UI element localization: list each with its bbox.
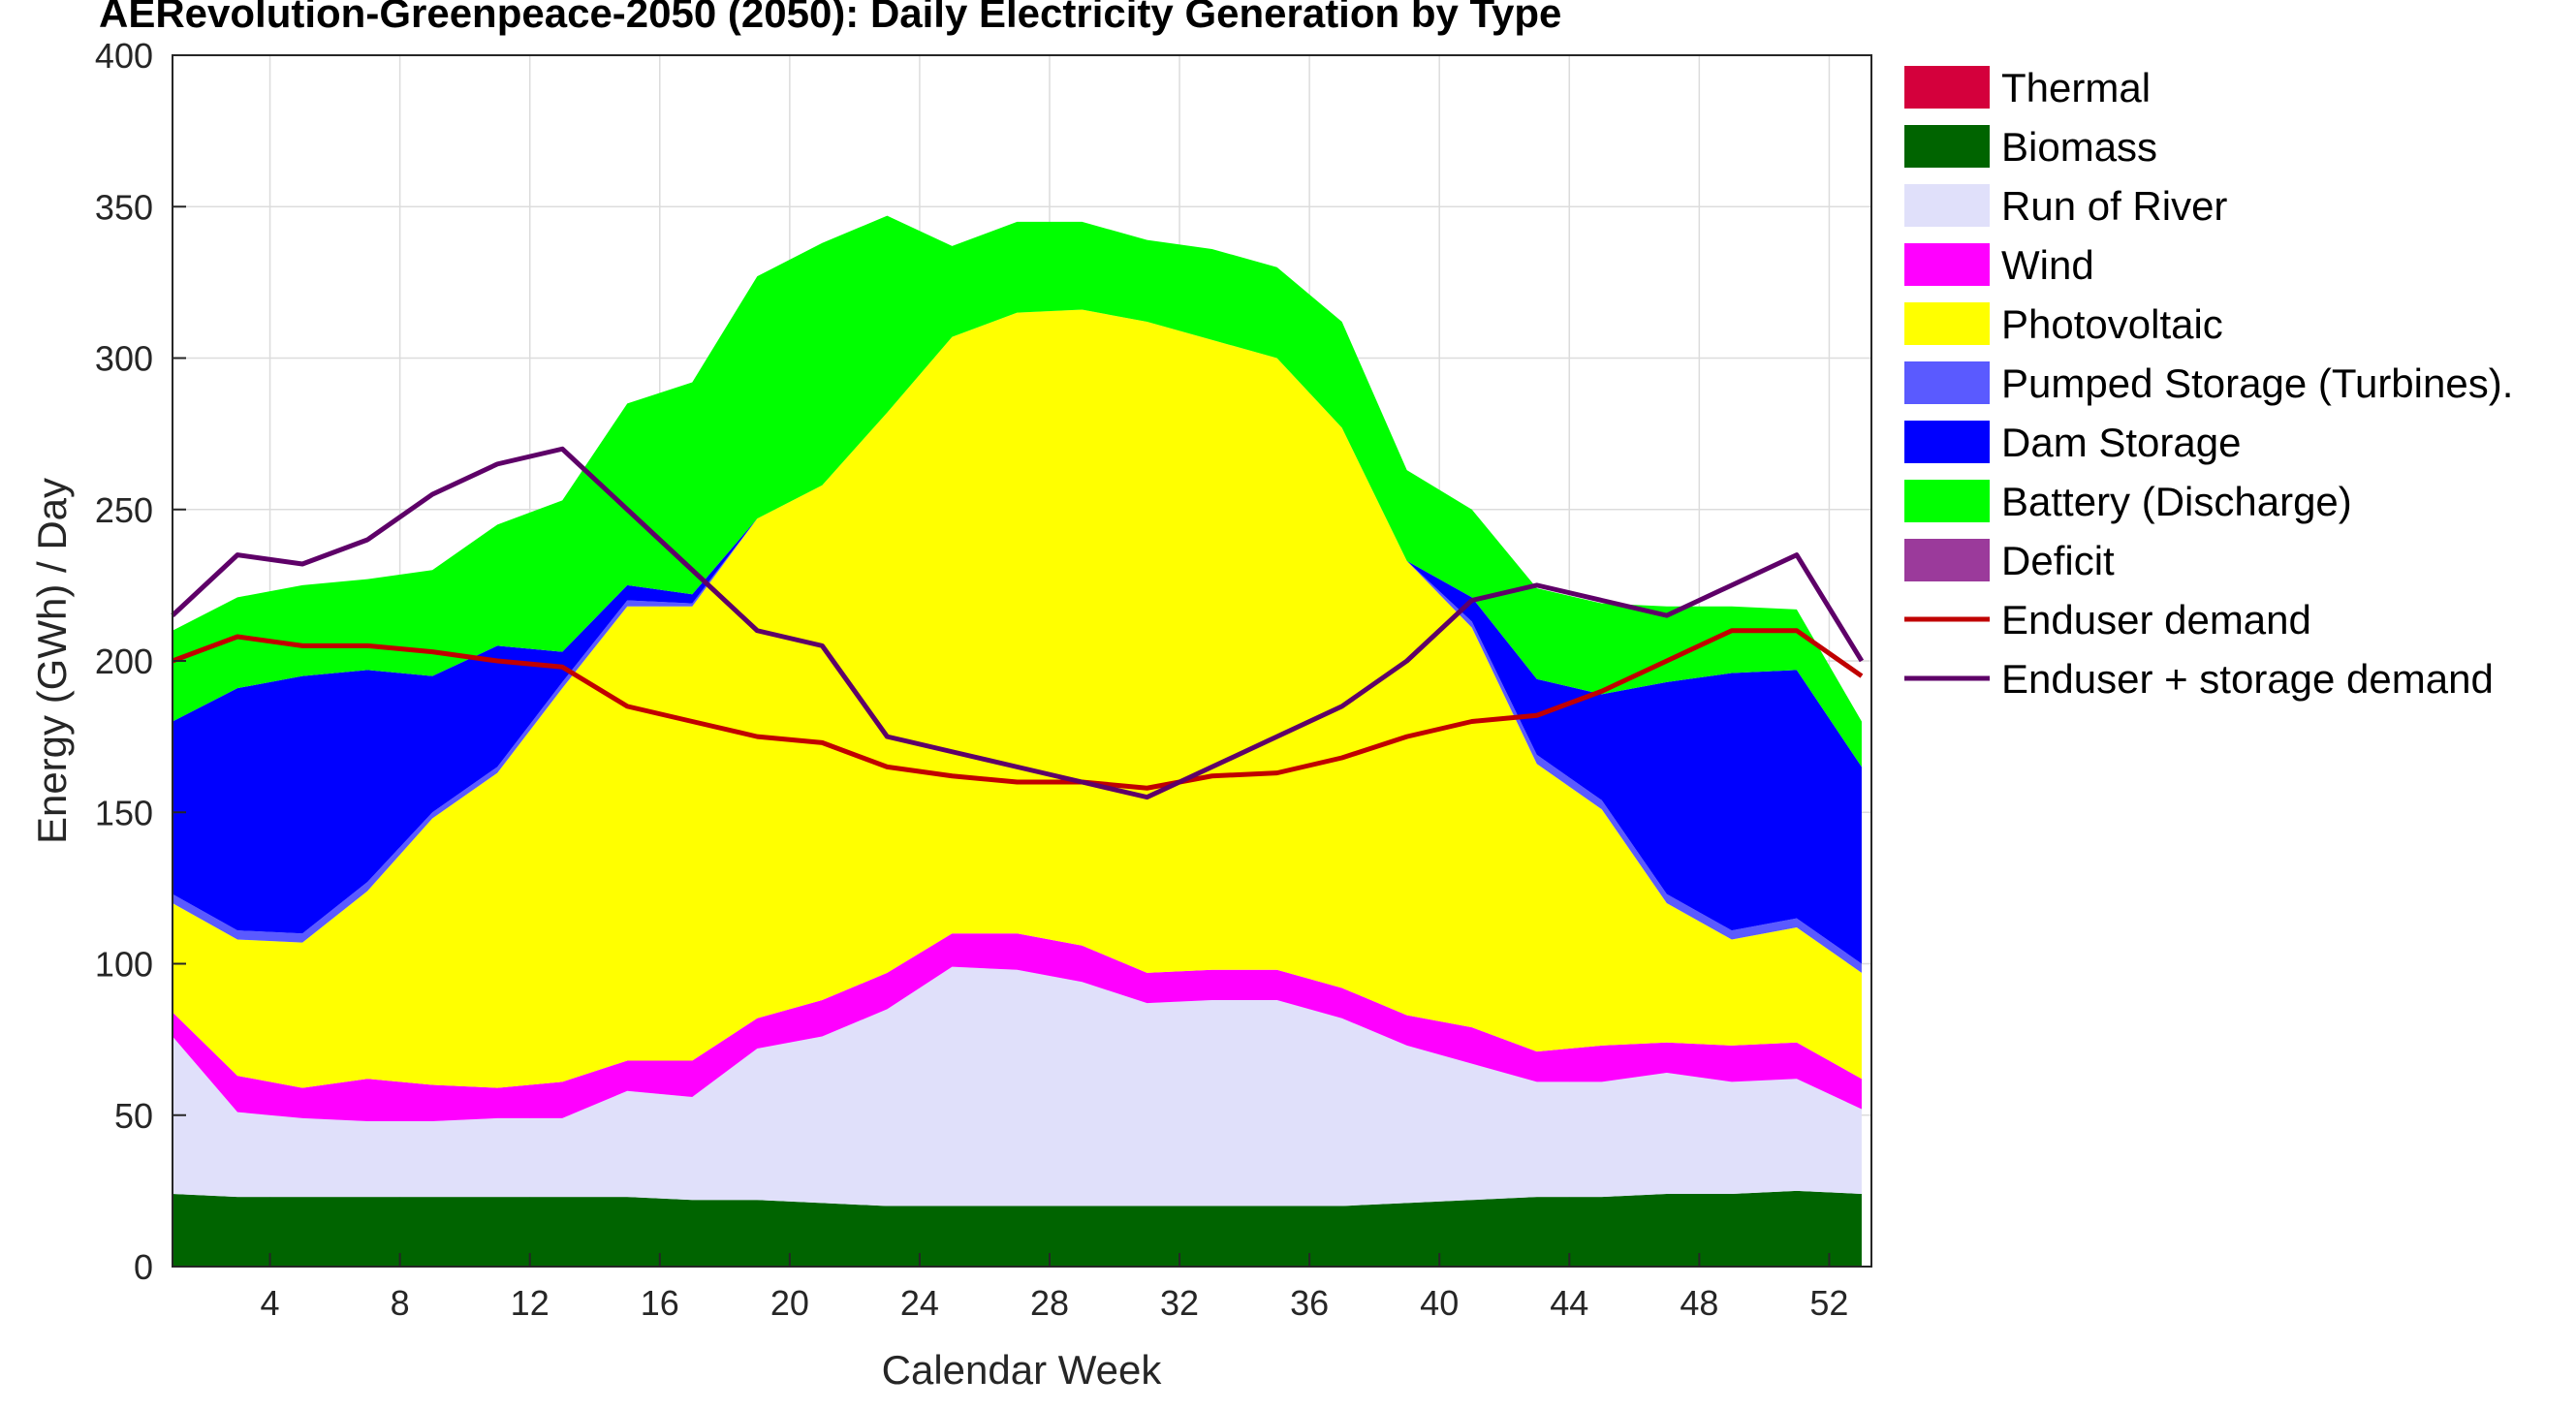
y-tick-label: 100 xyxy=(95,945,153,985)
y-axis-label: Energy (GWh) / Day xyxy=(29,478,75,844)
x-tick-label: 32 xyxy=(1160,1283,1199,1323)
series-areas xyxy=(173,215,1862,1267)
x-tick-label: 28 xyxy=(1030,1283,1069,1323)
legend-swatch-pumped-storage-turbines xyxy=(1904,361,1990,404)
legend-swatch-battery-discharge xyxy=(1904,480,1990,522)
legend-label-wind: Wind xyxy=(2001,242,2094,288)
area-wind xyxy=(173,933,1862,1121)
line-enduser-demand xyxy=(172,628,1864,791)
x-tick-label: 4 xyxy=(261,1283,280,1323)
x-tick-label: 24 xyxy=(900,1283,939,1323)
x-tick-label: 36 xyxy=(1290,1283,1329,1323)
x-tick-label: 48 xyxy=(1680,1283,1718,1323)
legend-label-pumped-storage-turbines: Pumped Storage (Turbines). xyxy=(2001,360,2513,406)
area-pumped-storage-turbines xyxy=(173,309,1862,973)
area-photovoltaic xyxy=(173,309,1862,1088)
x-tick-label: 16 xyxy=(641,1283,679,1323)
legend-swatch-run-of-river xyxy=(1904,184,1990,227)
legend-label-enduser-demand: Enduser demand xyxy=(2001,597,2311,642)
y-tick-label: 250 xyxy=(95,490,153,530)
legend-swatch-wind xyxy=(1904,243,1990,286)
y-tick-label: 300 xyxy=(95,339,153,379)
chart-title: AERevolution-Greenpeace-2050 (2050): Dai… xyxy=(99,0,1561,36)
series-lines xyxy=(171,446,1865,800)
legend-label-photovoltaic: Photovoltaic xyxy=(2001,301,2223,347)
x-tick-label: 12 xyxy=(511,1283,550,1323)
y-tick-label: 0 xyxy=(134,1247,153,1287)
x-tick-label: 52 xyxy=(1809,1283,1848,1323)
legend-swatch-thermal xyxy=(1904,66,1990,109)
area-biomass xyxy=(173,1190,1862,1267)
legend-label-dam-storage: Dam Storage xyxy=(2001,420,2241,465)
y-tick-label: 200 xyxy=(95,642,153,681)
legend-swatch-dam-storage xyxy=(1904,421,1990,463)
line-enduser-storage-demand xyxy=(171,446,1865,800)
y-tick-label: 150 xyxy=(95,793,153,832)
legend: Thermal Biomass Run of River Wind Photovolta… xyxy=(1904,65,2513,702)
legend-label-biomass: Biomass xyxy=(2001,124,2157,170)
x-tick-label: 8 xyxy=(391,1283,410,1323)
legend-swatch-deficit xyxy=(1904,539,1990,581)
legend-swatch-biomass xyxy=(1904,125,1990,168)
legend-label-deficit: Deficit xyxy=(2001,538,2115,583)
y-tick-label: 350 xyxy=(95,187,153,227)
legend-label-battery-discharge: Battery (Discharge) xyxy=(2001,479,2352,524)
x-tick-label: 40 xyxy=(1420,1283,1459,1323)
x-tick-label: 20 xyxy=(770,1283,809,1323)
x-tick-label: 44 xyxy=(1550,1283,1588,1323)
legend-label-enduser-storage-demand: Enduser + storage demand xyxy=(2001,656,2494,702)
legend-label-run-of-river: Run of River xyxy=(2001,183,2227,229)
x-axis-label: Calendar Week xyxy=(882,1347,1163,1393)
y-tick-label: 400 xyxy=(95,36,153,76)
x-axis-ticks: 4 8 12 16 20 24 28 32 36 40 44 48 52 xyxy=(261,1253,1848,1323)
y-tick-label: 50 xyxy=(114,1096,153,1136)
legend-swatch-photovoltaic xyxy=(1904,302,1990,345)
area-dam-storage xyxy=(173,309,1862,964)
area-run-of-river xyxy=(173,966,1862,1206)
y-axis-ticks: 0 50 100 150 200 250 300 350 400 xyxy=(95,36,186,1287)
legend-label-thermal: Thermal xyxy=(2001,65,2151,110)
